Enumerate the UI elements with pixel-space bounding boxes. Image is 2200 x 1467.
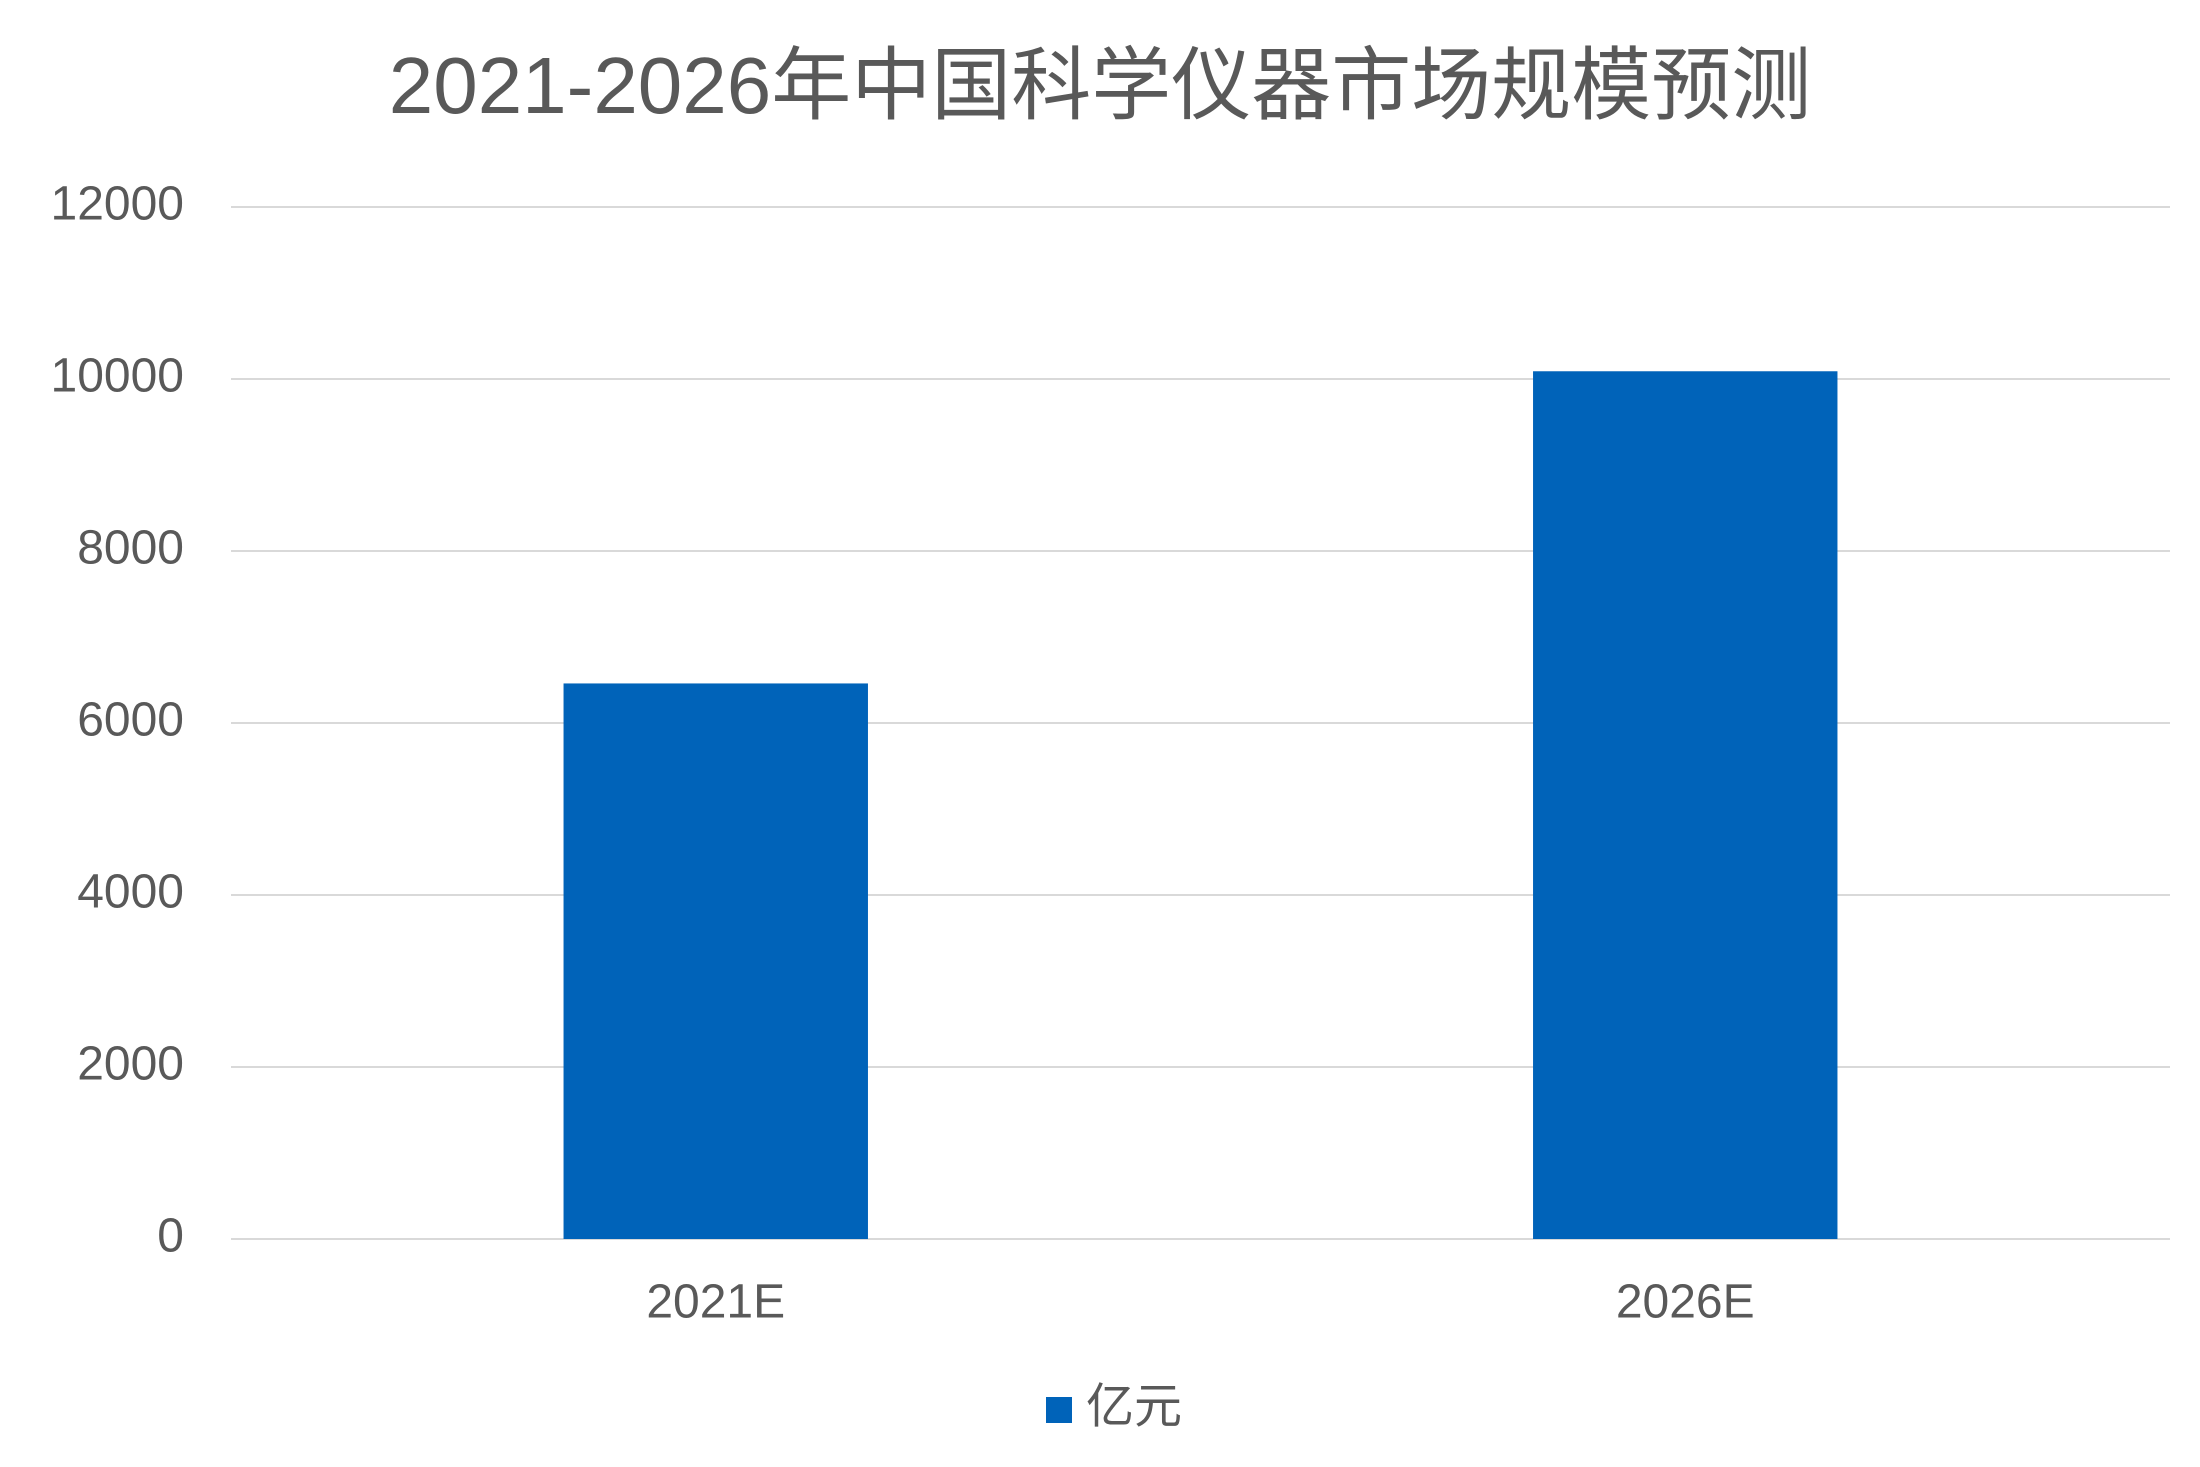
bar bbox=[1533, 371, 1838, 1239]
y-tick-label: 6000 bbox=[77, 694, 184, 747]
y-tick-label: 8000 bbox=[77, 522, 184, 575]
x-tick-label: 2021E bbox=[646, 1276, 785, 1329]
y-tick-label: 0 bbox=[157, 1210, 184, 1263]
y-tick-label: 2000 bbox=[77, 1038, 184, 1091]
y-tick-label: 4000 bbox=[77, 866, 184, 919]
chart-title: 2021-2026年中国科学仪器市场规模预测 bbox=[389, 41, 1812, 130]
y-tick-label: 10000 bbox=[51, 350, 184, 403]
legend-label: 亿元 bbox=[1086, 1381, 1182, 1434]
bar bbox=[563, 683, 868, 1239]
legend-swatch bbox=[1046, 1397, 1072, 1423]
x-tick-label: 2026E bbox=[1616, 1276, 1755, 1329]
y-tick-label: 12000 bbox=[51, 178, 184, 231]
